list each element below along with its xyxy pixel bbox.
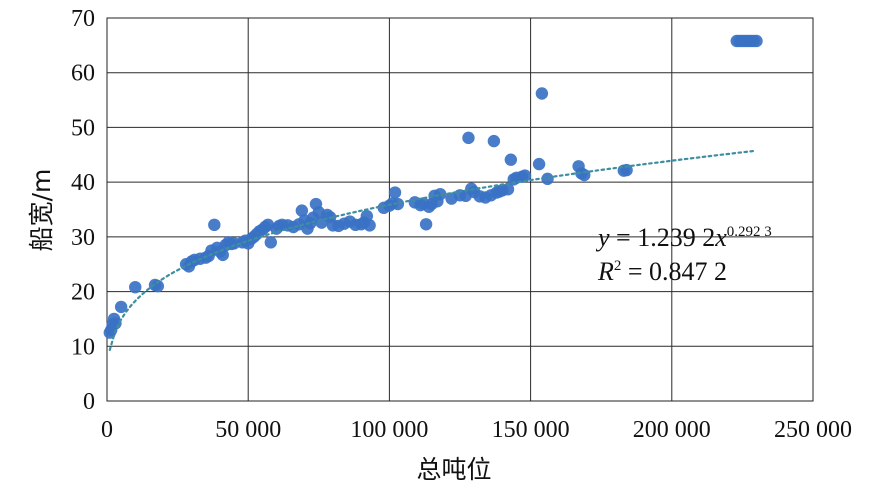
equation-x-var: x xyxy=(714,223,727,252)
data-point xyxy=(216,248,229,262)
data-point xyxy=(114,300,128,314)
data-point xyxy=(208,218,221,232)
x-tick-label: 200 000 xyxy=(633,417,711,443)
data-point xyxy=(462,131,475,145)
data-point xyxy=(620,163,633,177)
data-point xyxy=(518,169,532,182)
data-point xyxy=(750,34,763,48)
data-point xyxy=(391,197,405,211)
plot-border xyxy=(106,17,814,402)
data-point xyxy=(109,317,122,330)
x-tick-label: 100 000 xyxy=(350,417,428,443)
y-tick-labels: 0 10 20 30 40 50 60 70 xyxy=(71,6,95,415)
y-tick-label: 30 xyxy=(71,225,95,251)
data-points xyxy=(103,34,763,339)
equation-coefficient: = 1.239 2 xyxy=(610,223,716,252)
data-point xyxy=(388,186,402,199)
data-point xyxy=(578,168,591,182)
y-tick-label: 20 xyxy=(71,280,95,306)
data-point xyxy=(419,218,433,231)
equation-y-var: y xyxy=(595,223,610,252)
x-tick-label: 50 000 xyxy=(215,417,281,443)
equation-exponent: 0.292 3 xyxy=(727,224,772,240)
data-point xyxy=(504,153,518,166)
data-point xyxy=(129,280,142,294)
r-squared-label: R2 = 0.847 2 xyxy=(597,257,727,286)
x-tick-label: 150 000 xyxy=(492,417,570,443)
data-point xyxy=(541,172,554,186)
r-squared-sup: 2 xyxy=(614,258,622,274)
data-point xyxy=(487,134,501,148)
y-tick-label: 10 xyxy=(71,334,95,360)
r-squared-value: = 0.847 2 xyxy=(621,257,727,286)
y-tick-label: 40 xyxy=(71,170,95,196)
x-tick-labels: 0 50 000 100 000 150 000 200 000 250 000 xyxy=(101,417,852,443)
data-point xyxy=(532,157,546,171)
data-point xyxy=(151,279,165,293)
x-tick-label: 0 xyxy=(101,417,113,443)
r-squared-var: R xyxy=(597,257,614,286)
y-tick-label: 50 xyxy=(71,115,95,141)
x-tick-label: 250 000 xyxy=(774,417,852,443)
data-point xyxy=(434,187,447,201)
data-point xyxy=(501,183,515,196)
plot-background xyxy=(107,18,813,401)
data-point xyxy=(363,219,376,232)
data-point xyxy=(264,236,277,249)
y-tick-label: 0 xyxy=(83,389,95,415)
y-axis-title: 船宽/m xyxy=(27,169,56,252)
data-point xyxy=(360,209,374,223)
y-tick-label: 70 xyxy=(71,6,95,32)
data-point xyxy=(535,87,549,100)
x-axis-title: 总吨位 xyxy=(416,455,491,484)
trend-equation: y = 1.239 2x0.292 3 xyxy=(595,223,772,252)
y-tick-label: 60 xyxy=(71,61,95,87)
data-point xyxy=(295,204,309,217)
trendline xyxy=(108,149,755,351)
